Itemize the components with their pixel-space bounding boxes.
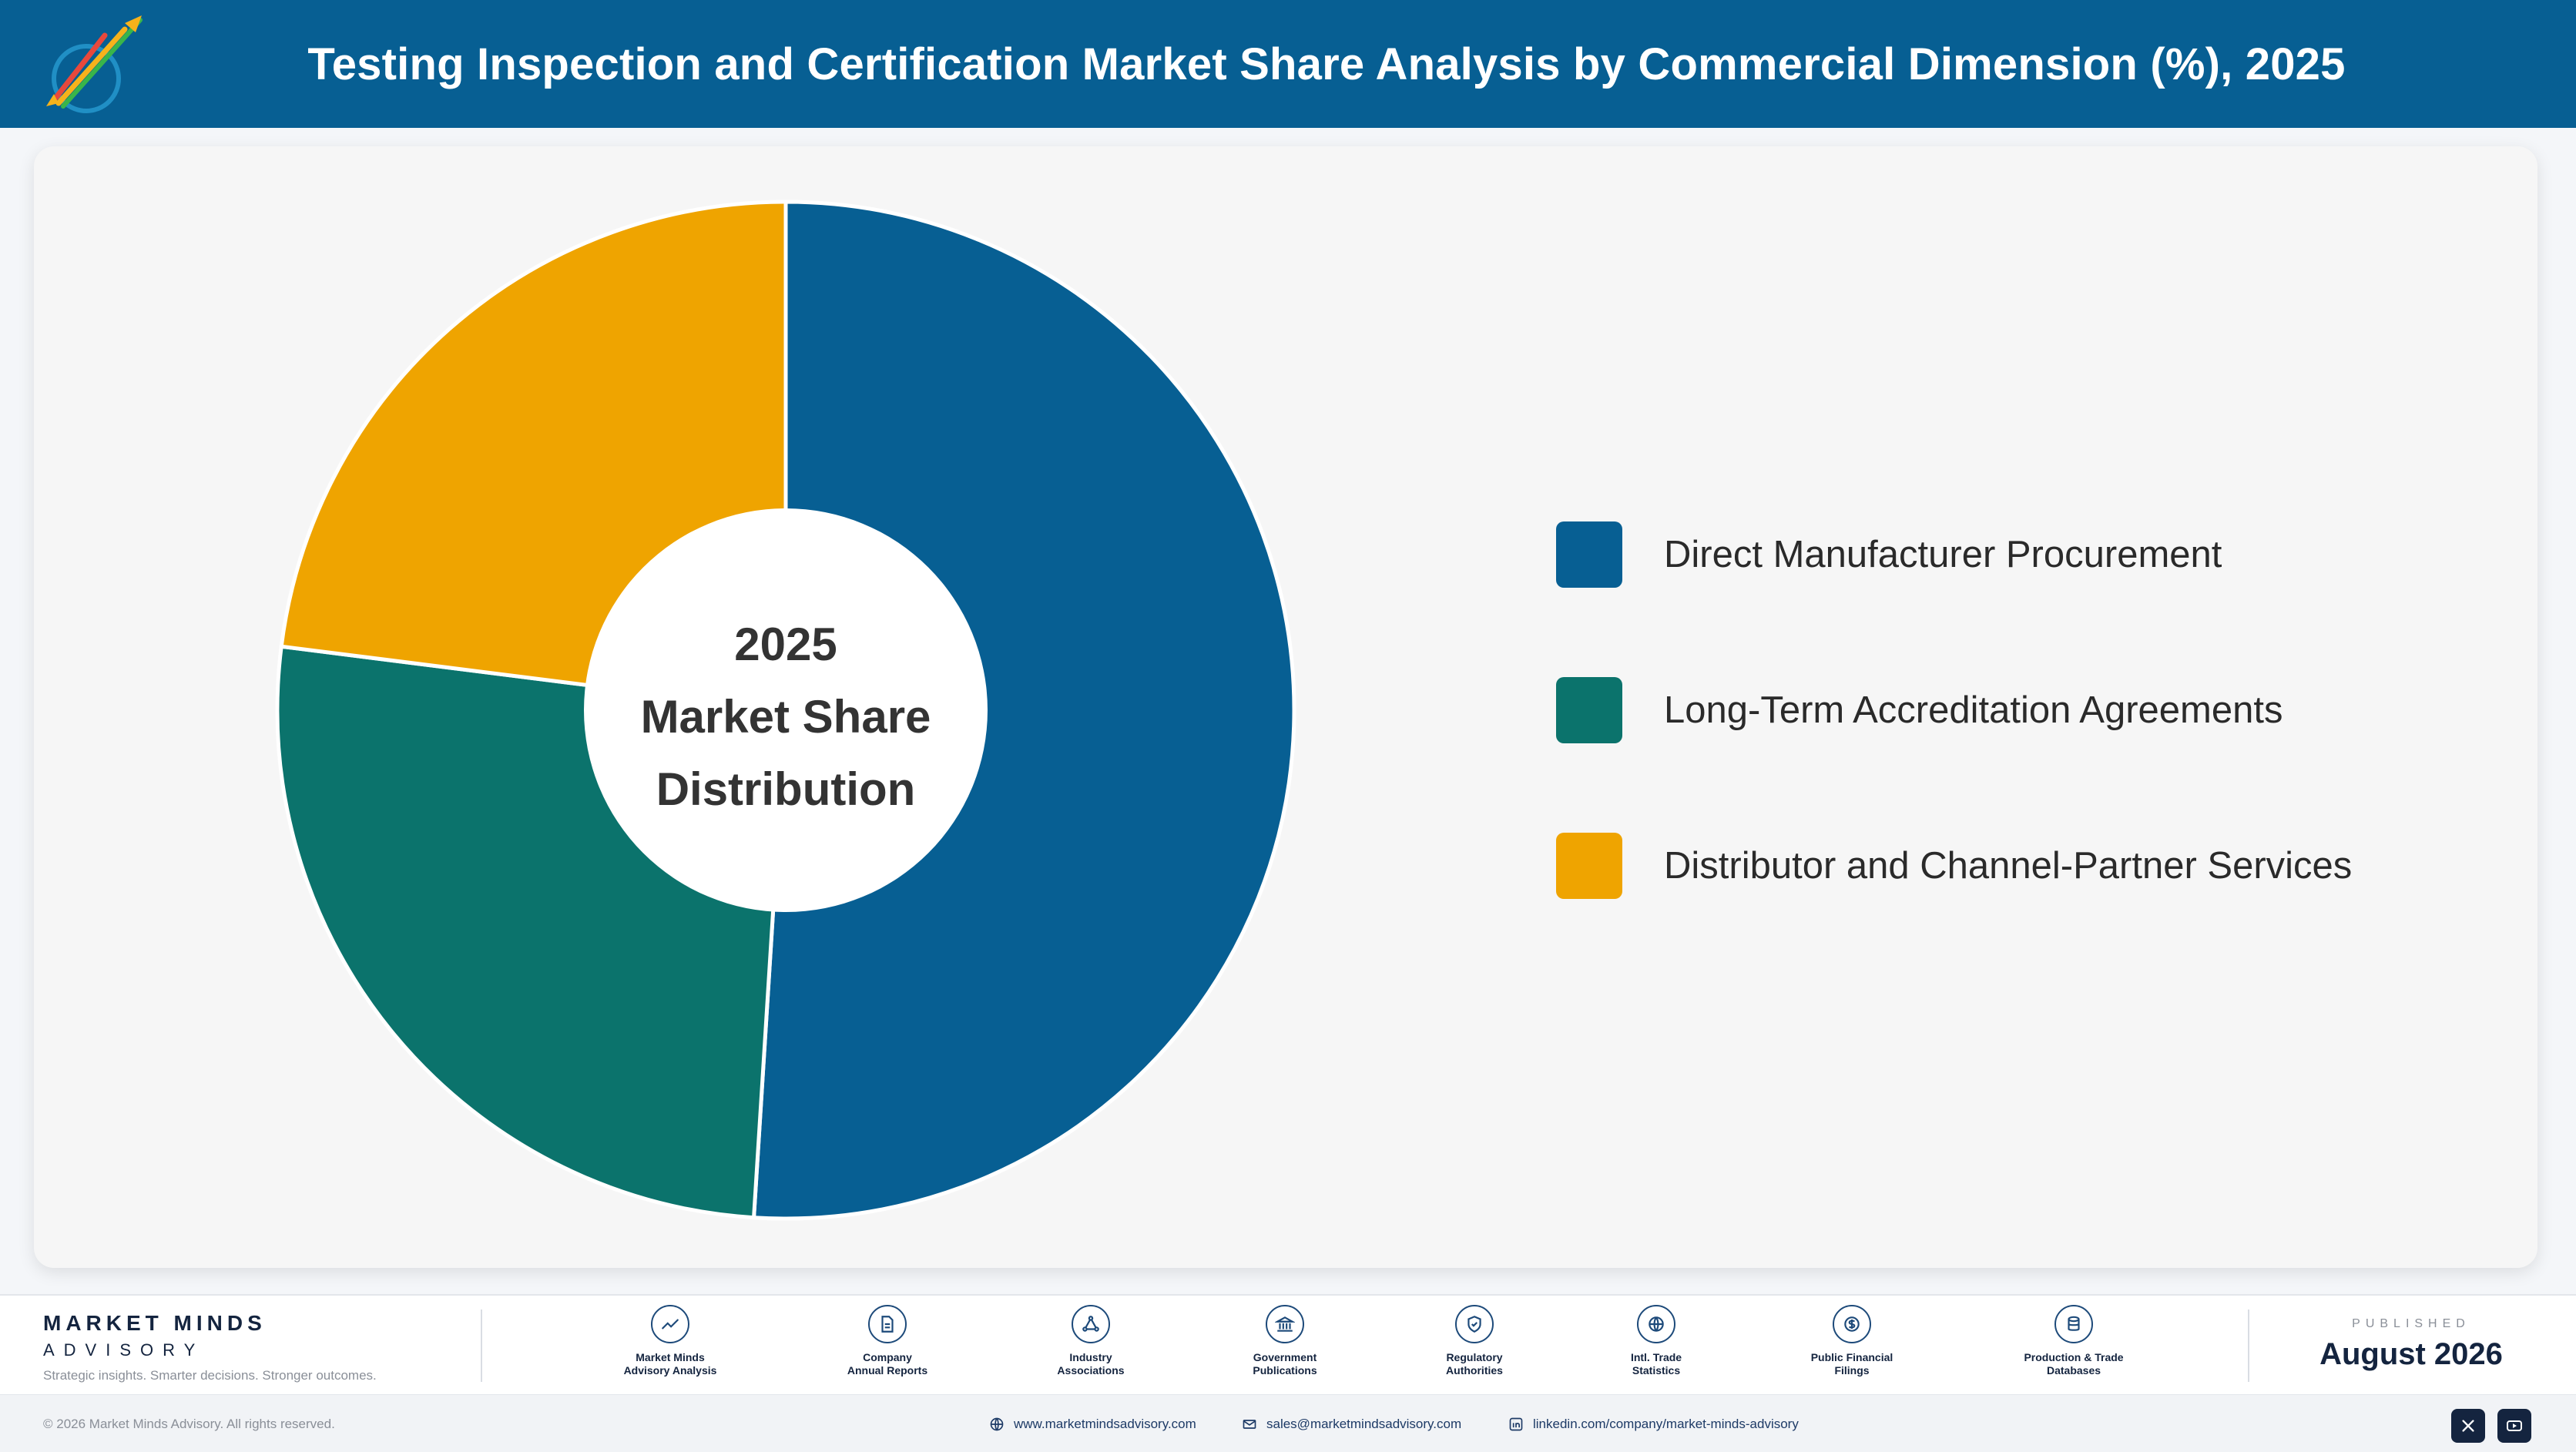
legend-label: Direct Manufacturer Procurement bbox=[1664, 534, 2222, 575]
brand-block: MARKET MINDS ADVISORY Strategic insights… bbox=[43, 1311, 377, 1383]
globe-icon bbox=[990, 1417, 1004, 1431]
center-label-line-2: Market Share bbox=[640, 691, 931, 743]
legend-swatch bbox=[1556, 521, 1622, 588]
chart-line-icon bbox=[651, 1305, 689, 1343]
database-icon bbox=[2054, 1305, 2093, 1343]
bank-icon bbox=[1266, 1305, 1304, 1343]
center-label-line-3: Distribution bbox=[656, 763, 916, 815]
mail-icon bbox=[1243, 1420, 1256, 1429]
network-icon bbox=[1072, 1305, 1110, 1343]
pie-slice[interactable] bbox=[751, 200, 1296, 1221]
linkedin-icon bbox=[1509, 1417, 1523, 1431]
legend: Direct Manufacturer Procurement Long-Ter… bbox=[1556, 521, 2352, 988]
source-label: Market Minds Advisory Analysis bbox=[623, 1351, 717, 1377]
source-item: Market Minds Advisory Analysis bbox=[593, 1305, 747, 1377]
email-link[interactable]: sales@marketmindsadvisory.com bbox=[1242, 1417, 1461, 1432]
brand-sub: ADVISORY bbox=[43, 1340, 205, 1360]
brand-tagline: Strategic insights. Smarter decisions. S… bbox=[43, 1368, 377, 1383]
header-bar: Testing Inspection and Certification Mar… bbox=[0, 0, 2576, 128]
source-label: Company Annual Reports bbox=[847, 1351, 928, 1377]
source-item: Regulatory Authorities bbox=[1397, 1305, 1551, 1377]
source-item: Intl. Trade Statistics bbox=[1579, 1305, 1733, 1377]
donut-center-label: 2025 Market Share Distribution bbox=[585, 609, 986, 826]
published-date: August 2026 bbox=[2319, 1337, 2503, 1371]
footer-bottom-bar: © 2026 Market Minds Advisory. All rights… bbox=[0, 1394, 2576, 1452]
copyright-text: © 2026 Market Minds Advisory. All rights… bbox=[43, 1417, 335, 1431]
source-label: Production & Trade Databases bbox=[2024, 1351, 2124, 1377]
source-item: Public Financial Filings bbox=[1775, 1305, 1929, 1377]
source-label: Intl. Trade Statistics bbox=[1630, 1351, 1682, 1377]
brand-name: MARKET MINDS bbox=[43, 1311, 267, 1335]
source-label: Regulatory Authorities bbox=[1446, 1351, 1503, 1377]
dollar-icon bbox=[1833, 1305, 1871, 1343]
legend-item[interactable]: Distributor and Channel-Partner Services bbox=[1556, 832, 2352, 900]
email-text: sales@marketmindsadvisory.com bbox=[1266, 1417, 1462, 1431]
source-label: Government Publications bbox=[1253, 1351, 1317, 1377]
legend-swatch bbox=[1556, 677, 1622, 743]
globe-icon bbox=[1637, 1305, 1675, 1343]
center-label-year: 2025 bbox=[734, 619, 837, 670]
source-item: Government Publications bbox=[1208, 1305, 1362, 1377]
footer-divider bbox=[2248, 1309, 2249, 1382]
shield-check-icon bbox=[1455, 1305, 1494, 1343]
website-text: www.marketmindsadvisory.com bbox=[1014, 1417, 1196, 1431]
legend-item[interactable]: Long-Term Accreditation Agreements bbox=[1556, 676, 2352, 744]
page-title: Testing Inspection and Certification Mar… bbox=[307, 39, 2346, 89]
published-label: PUBLISHED bbox=[2352, 1317, 2470, 1330]
logo-icon bbox=[46, 15, 143, 113]
source-label: Industry Associations bbox=[1057, 1351, 1125, 1377]
source-label: Public Financial Filings bbox=[1810, 1351, 1893, 1377]
legend-item[interactable]: Direct Manufacturer Procurement bbox=[1556, 521, 2352, 589]
youtube-icon[interactable] bbox=[2497, 1409, 2531, 1443]
website-link[interactable]: www.marketmindsadvisory.com bbox=[989, 1417, 1196, 1432]
footer-divider bbox=[481, 1309, 482, 1382]
legend-swatch bbox=[1556, 833, 1622, 899]
linkedin-link[interactable]: linkedin.com/company/market-minds-adviso… bbox=[1508, 1417, 1799, 1432]
document-icon bbox=[868, 1305, 907, 1343]
x-icon[interactable] bbox=[2451, 1409, 2485, 1443]
source-item: Industry Associations bbox=[1014, 1305, 1168, 1377]
published-block: PUBLISHED August 2026 bbox=[2265, 1317, 2558, 1372]
legend-label: Long-Term Accreditation Agreements bbox=[1664, 689, 2283, 731]
linkedin-text: linkedin.com/company/market-minds-adviso… bbox=[1533, 1417, 1799, 1431]
source-item: Company Annual Reports bbox=[810, 1305, 964, 1377]
legend-label: Distributor and Channel-Partner Services bbox=[1664, 845, 2353, 887]
footer: MARKET MINDS ADVISORY Strategic insights… bbox=[0, 1294, 2576, 1452]
source-item: Production & Trade Databases bbox=[1997, 1305, 2151, 1377]
